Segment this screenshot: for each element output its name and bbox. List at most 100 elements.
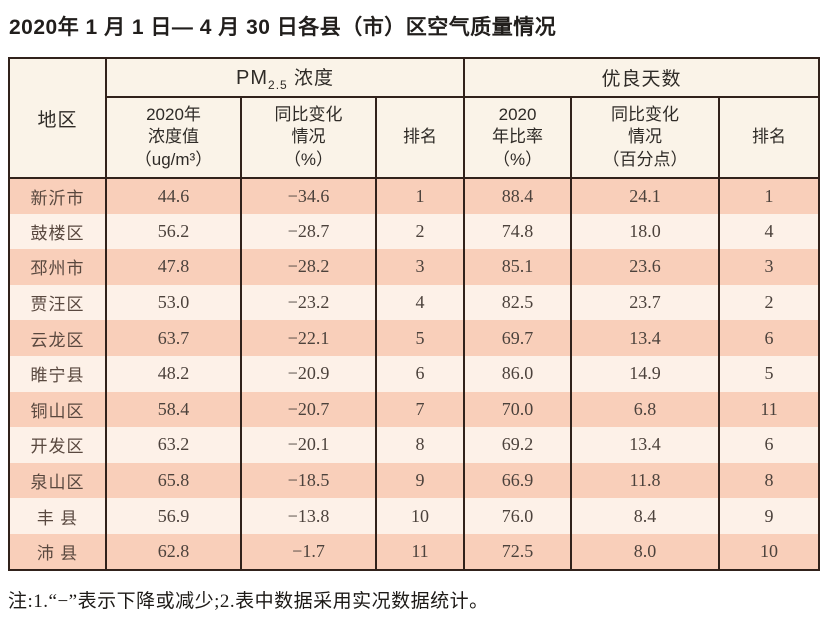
good-change-cell: 8.4 bbox=[570, 498, 721, 534]
pm-rank-cell: 3 bbox=[374, 249, 466, 285]
region-cell: 丰 县 bbox=[8, 498, 107, 534]
good-rank-cell: 5 bbox=[718, 355, 821, 392]
good-ratio-column-header: 2020 年比率 （%） bbox=[463, 96, 573, 179]
good-rank-column-header: 排名 bbox=[718, 96, 821, 179]
pm-rank-cell: 7 bbox=[374, 391, 466, 428]
region-cell: 沛 县 bbox=[8, 533, 107, 570]
good-ratio-cell: 82.5 bbox=[463, 284, 573, 321]
good-change-cell: 23.6 bbox=[570, 249, 721, 285]
good-days-group-header: 优良天数 bbox=[463, 57, 821, 98]
pm-value-cell: 53.0 bbox=[105, 284, 242, 321]
pm-rank-column-header: 排名 bbox=[374, 96, 466, 179]
table-row: 鼓楼区 56.2 −28.7 2 74.8 18.0 4 bbox=[8, 213, 821, 250]
good-change-cell: 18.0 bbox=[570, 213, 721, 250]
good-ratio-cell: 69.7 bbox=[463, 320, 573, 356]
group-header-row: 地区 PM2.5 浓度 优良天数 bbox=[8, 57, 821, 179]
pm-value-cell: 63.7 bbox=[105, 320, 242, 356]
good-ratio-cell: 66.9 bbox=[463, 462, 573, 499]
region-cell: 新沂市 bbox=[8, 178, 107, 214]
pm-change-cell: −28.7 bbox=[240, 213, 377, 250]
pm-change-cell: −20.1 bbox=[240, 427, 377, 463]
good-rank-cell: 1 bbox=[718, 178, 821, 214]
good-ratio-cell: 85.1 bbox=[463, 249, 573, 285]
table-row: 沛 县 62.8 −1.7 11 72.5 8.0 10 bbox=[8, 533, 821, 570]
pm-value-cell: 56.9 bbox=[105, 498, 242, 534]
table-row: 泉山区 65.8 −18.5 9 66.9 11.8 8 bbox=[8, 462, 821, 499]
good-rank-cell: 9 bbox=[718, 498, 821, 534]
good-rank-cell: 6 bbox=[718, 427, 821, 463]
pm-change-cell: −23.2 bbox=[240, 284, 377, 321]
good-change-column-header: 同比变化 情况 （百分点） bbox=[570, 96, 721, 179]
good-rank-cell: 4 bbox=[718, 213, 821, 250]
air-quality-table: 地区 PM2.5 浓度 优良天数 2020年 浓度值 （ug/m³） 同比变化 … bbox=[8, 57, 821, 571]
pm-value-cell: 48.2 bbox=[105, 355, 242, 392]
pm-rank-cell: 10 bbox=[374, 498, 466, 534]
pm-change-cell: −34.6 bbox=[240, 178, 377, 214]
table-row: 邳州市 47.8 −28.2 3 85.1 23.6 3 bbox=[8, 249, 821, 285]
region-cell: 泉山区 bbox=[8, 462, 107, 499]
pm-change-cell: −22.1 bbox=[240, 320, 377, 356]
good-change-cell: 8.0 bbox=[570, 533, 721, 570]
pm-change-cell: −13.8 bbox=[240, 498, 377, 534]
good-change-cell: 23.7 bbox=[570, 284, 721, 321]
region-cell: 铜山区 bbox=[8, 391, 107, 428]
table-body: 新沂市 44.6 −34.6 1 88.4 24.1 1 鼓楼区 56.2 −2… bbox=[8, 178, 821, 570]
good-change-cell: 13.4 bbox=[570, 427, 721, 463]
pm25-group-header: PM2.5 浓度 bbox=[104, 57, 466, 98]
pm-change-cell: −18.5 bbox=[240, 462, 377, 499]
region-cell: 鼓楼区 bbox=[8, 213, 107, 250]
pm-rank-cell: 8 bbox=[374, 427, 466, 463]
good-rank-cell: 11 bbox=[718, 391, 821, 428]
good-ratio-cell: 88.4 bbox=[463, 178, 573, 214]
pm25-label-subscript: 2.5 bbox=[268, 77, 288, 92]
good-change-cell: 24.1 bbox=[570, 178, 721, 214]
region-cell: 开发区 bbox=[8, 427, 107, 463]
pm-rank-cell: 11 bbox=[374, 533, 466, 570]
pm-rank-cell: 4 bbox=[374, 284, 466, 321]
pm-rank-cell: 2 bbox=[374, 213, 466, 250]
table-row: 云龙区 63.7 −22.1 5 69.7 13.4 6 bbox=[8, 320, 821, 356]
pm-value-cell: 62.8 bbox=[105, 533, 242, 570]
good-change-cell: 13.4 bbox=[570, 320, 721, 356]
pm-value-cell: 56.2 bbox=[105, 213, 242, 250]
good-change-cell: 11.8 bbox=[570, 462, 721, 499]
pm-value-cell: 47.8 bbox=[105, 249, 242, 285]
pm-value-cell: 63.2 bbox=[105, 427, 242, 463]
table-row: 新沂市 44.6 −34.6 1 88.4 24.1 1 bbox=[8, 178, 821, 214]
pm-change-cell: −20.9 bbox=[240, 355, 377, 392]
pm-value-column-header: 2020年 浓度值 （ug/m³） bbox=[105, 96, 242, 179]
sub-header-row: 2020年 浓度值 （ug/m³） 同比变化 情况 （%） 排名 2020 年比… bbox=[9, 96, 821, 179]
pm-rank-cell: 6 bbox=[374, 355, 466, 392]
pm25-label-rest: 浓度 bbox=[287, 68, 334, 90]
pm-change-cell: −28.2 bbox=[240, 249, 377, 285]
good-ratio-cell: 70.0 bbox=[463, 391, 573, 428]
pm-rank-cell: 9 bbox=[374, 462, 466, 499]
page-title: 2020年 1 月 1 日— 4 月 30 日各县（市）区空气质量情况 bbox=[9, 16, 557, 39]
region-cell: 睢宁县 bbox=[8, 355, 107, 392]
table-row: 铜山区 58.4 −20.7 7 70.0 6.8 11 bbox=[8, 391, 821, 428]
good-ratio-cell: 69.2 bbox=[463, 427, 573, 463]
good-rank-cell: 2 bbox=[718, 284, 821, 321]
pm-change-cell: −1.7 bbox=[240, 533, 377, 570]
region-cell: 云龙区 bbox=[8, 320, 107, 356]
good-rank-cell: 10 bbox=[718, 533, 821, 570]
pm25-label-base: PM bbox=[236, 67, 269, 90]
region-column-header: 地区 bbox=[8, 57, 107, 179]
region-cell: 邳州市 bbox=[8, 249, 107, 285]
good-rank-cell: 6 bbox=[718, 320, 821, 356]
good-ratio-cell: 72.5 bbox=[463, 533, 573, 570]
pm-value-cell: 58.4 bbox=[105, 391, 242, 428]
table-row: 睢宁县 48.2 −20.9 6 86.0 14.9 5 bbox=[8, 355, 821, 392]
pm-change-cell: −20.7 bbox=[240, 391, 377, 428]
good-ratio-cell: 86.0 bbox=[463, 355, 573, 392]
pm-rank-cell: 5 bbox=[374, 320, 466, 356]
pm-change-column-header: 同比变化 情况 （%） bbox=[240, 96, 377, 179]
pm-value-cell: 44.6 bbox=[105, 178, 242, 214]
pm-rank-cell: 1 bbox=[374, 178, 466, 214]
good-ratio-cell: 76.0 bbox=[463, 498, 573, 534]
good-rank-cell: 8 bbox=[718, 462, 821, 499]
region-cell: 贾汪区 bbox=[8, 284, 107, 321]
good-change-cell: 14.9 bbox=[570, 355, 721, 392]
table-header: 地区 PM2.5 浓度 优良天数 2020年 浓度值 （ug/m³） 同比变化 … bbox=[8, 57, 821, 179]
table-row: 丰 县 56.9 −13.8 10 76.0 8.4 9 bbox=[8, 498, 821, 534]
